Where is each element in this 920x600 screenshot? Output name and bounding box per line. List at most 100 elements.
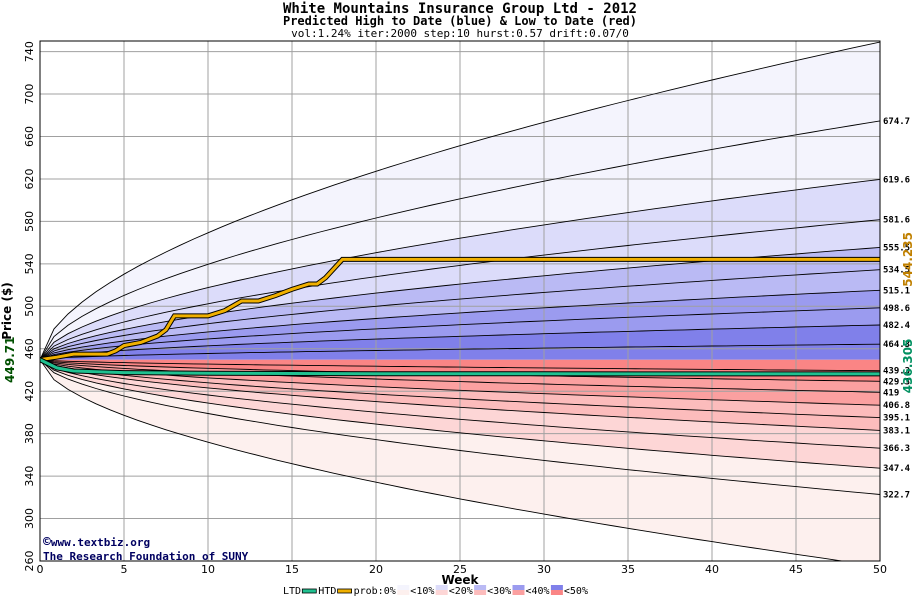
high-band-3 bbox=[40, 219, 880, 360]
plot-frame bbox=[39, 40, 881, 562]
low-band-5 bbox=[40, 359, 880, 431]
watermark: ©www.textbiz.org The Research Foundation… bbox=[43, 535, 248, 563]
quantile-label-2: 619.6 bbox=[883, 175, 910, 185]
legend-ltd-label: LTD bbox=[283, 586, 301, 597]
quantile-line-9 bbox=[40, 343, 880, 361]
quantile-line-17 bbox=[40, 359, 880, 469]
quantile-line-8 bbox=[40, 324, 880, 361]
y-tick-label-700: 700 bbox=[23, 84, 36, 105]
legend-htd-swatch bbox=[337, 588, 353, 594]
ltd-value-label: 436.305 bbox=[901, 339, 915, 394]
legend-prob-label: prob:0% bbox=[354, 586, 396, 597]
high-band-6 bbox=[40, 290, 880, 360]
x-tick-label-0: 0 bbox=[37, 563, 44, 576]
x-tick-label-5: 5 bbox=[121, 563, 128, 576]
quantile-label-8: 482.4 bbox=[883, 321, 911, 331]
high-band-1 bbox=[40, 120, 880, 360]
low-band-6 bbox=[40, 359, 880, 449]
y-tick-label-500: 500 bbox=[23, 296, 36, 317]
legend-band-swatch-bottom-3 bbox=[397, 590, 410, 595]
quantile-label-17: 347.4 bbox=[883, 464, 911, 474]
chart-params: vol:1.24% iter:2000 step:10 hurst:0.57 d… bbox=[291, 27, 629, 40]
quantile-line-1 bbox=[40, 120, 880, 360]
y-tick-label-460: 460 bbox=[23, 338, 36, 359]
y-tick-label-620: 620 bbox=[23, 168, 36, 189]
legend-band-label-5: <30% bbox=[487, 586, 511, 597]
quantile-line-5 bbox=[40, 269, 880, 361]
quantile-label-13: 406.8 bbox=[883, 401, 910, 411]
quantile-label-1: 674.7 bbox=[883, 117, 910, 127]
y-axis-title: Price ($) bbox=[0, 282, 14, 340]
legend-band-swatch-top-3 bbox=[397, 585, 410, 590]
htd-value-label: 544.235 bbox=[901, 232, 915, 287]
x-tick-label-40: 40 bbox=[705, 563, 719, 576]
quantile-label-7: 498.6 bbox=[883, 304, 910, 314]
x-tick-label-25: 25 bbox=[453, 563, 467, 576]
legend-ltd-swatch bbox=[301, 588, 317, 594]
start-price-label: 449.71 bbox=[3, 337, 17, 383]
quantile-line-16 bbox=[40, 359, 880, 449]
y-tick-label-260: 260 bbox=[23, 551, 36, 572]
low-band-4 bbox=[40, 359, 880, 418]
legend-band-swatch-top-4 bbox=[435, 585, 448, 590]
quantile-label-12: 419 bbox=[883, 388, 899, 398]
y-tick-label-380: 380 bbox=[23, 423, 36, 444]
legend-band-swatch-top-5 bbox=[474, 585, 487, 590]
legend-htd-label: HTD bbox=[318, 586, 336, 597]
quantile-label-18: 322.7 bbox=[883, 490, 910, 500]
x-axis-title: Week bbox=[441, 573, 479, 587]
x-tick-label-50: 50 bbox=[873, 563, 887, 576]
high-band-5 bbox=[40, 269, 880, 360]
x-tick-label-10: 10 bbox=[201, 563, 215, 576]
quantile-label-10: 439.3 bbox=[883, 367, 910, 377]
quantile-line-6 bbox=[40, 289, 880, 361]
quantile-label-3: 581.6 bbox=[883, 216, 910, 226]
quantile-line-15 bbox=[40, 359, 880, 431]
legend-band-swatch-bottom-4 bbox=[435, 590, 448, 595]
low-band-7 bbox=[40, 359, 880, 469]
quantile-line-18 bbox=[40, 359, 880, 495]
high-band-0 bbox=[40, 42, 880, 360]
quantile-line-14 bbox=[40, 359, 880, 419]
legend-band-label-3: <10% bbox=[410, 586, 434, 597]
x-tick-label-30: 30 bbox=[537, 563, 551, 576]
quantile-line-2 bbox=[40, 178, 880, 360]
legend-band-label-7: <50% bbox=[564, 586, 588, 597]
low-band-8 bbox=[40, 359, 880, 495]
quantile-line-19 bbox=[40, 359, 846, 561]
high-band-4 bbox=[40, 247, 880, 360]
chart-subtitle: Predicted High to Date (blue) & Low to D… bbox=[282, 14, 637, 28]
high-band-2 bbox=[40, 179, 880, 360]
y-tick-label-340: 340 bbox=[23, 466, 36, 487]
quantile-line-3 bbox=[40, 219, 880, 361]
quantile-line-0 bbox=[40, 41, 880, 360]
legend-band-swatch-bottom-5 bbox=[474, 590, 487, 595]
y-tick-label-660: 660 bbox=[23, 126, 36, 147]
legend-band-swatch-bottom-6 bbox=[512, 590, 525, 595]
quantile-label-5: 534.5 bbox=[883, 266, 910, 276]
y-tick-label-300: 300 bbox=[23, 508, 36, 529]
x-tick-label-20: 20 bbox=[369, 563, 383, 576]
copyright-icon: © bbox=[43, 535, 51, 550]
watermark-url: www.textbiz.org bbox=[50, 536, 151, 549]
quantile-line-10 bbox=[40, 359, 880, 372]
watermark-org: The Research Foundation of SUNY bbox=[43, 550, 249, 563]
quantile-label-15: 383.1 bbox=[883, 426, 910, 436]
legend-band-swatch-top-6 bbox=[512, 585, 525, 590]
x-tick-label-35: 35 bbox=[621, 563, 635, 576]
quantile-line-13 bbox=[40, 359, 880, 406]
x-tick-label-15: 15 bbox=[285, 563, 299, 576]
y-tick-label-420: 420 bbox=[23, 381, 36, 402]
quantile-line-7 bbox=[40, 307, 880, 361]
y-tick-label-740: 740 bbox=[23, 41, 36, 62]
ltd-line bbox=[40, 358, 880, 376]
quantile-label-14: 395.1 bbox=[883, 414, 910, 424]
legend-band-swatch-bottom-7 bbox=[550, 590, 563, 595]
legend-band-label-6: <40% bbox=[526, 586, 550, 597]
y-tick-label-540: 540 bbox=[23, 253, 36, 274]
legend-band-label-4: <20% bbox=[449, 586, 473, 597]
chart-title: White Mountains Insurance Group Ltd - 20… bbox=[282, 1, 637, 17]
quantile-label-16: 366.3 bbox=[883, 444, 910, 454]
legend: LTD HTD prob:0% <10% <20% <30% <40% <50% bbox=[283, 585, 588, 597]
